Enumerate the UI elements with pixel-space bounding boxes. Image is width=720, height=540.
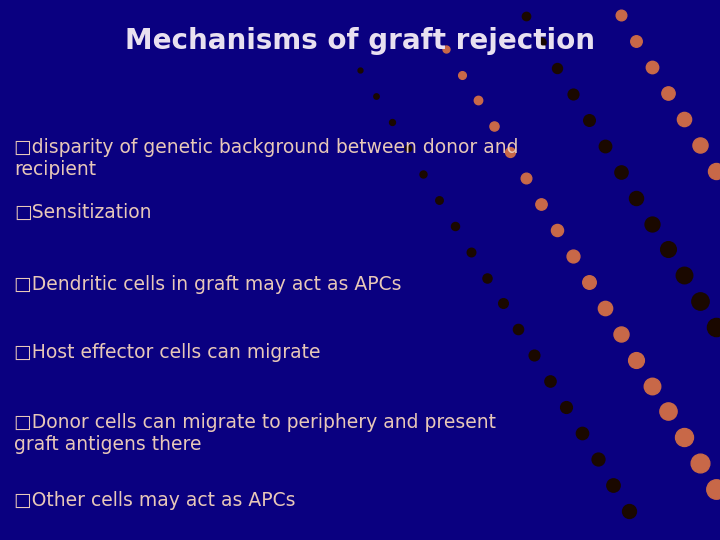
- Text: Mechanisms of graft rejection: Mechanisms of graft rejection: [125, 27, 595, 55]
- Text: □Other cells may act as APCs: □Other cells may act as APCs: [14, 491, 296, 510]
- Text: □Donor cells can migrate to periphery and present
graft antigens there: □Donor cells can migrate to periphery an…: [14, 413, 496, 454]
- Text: □Sensitization: □Sensitization: [14, 202, 152, 221]
- Text: □Host effector cells can migrate: □Host effector cells can migrate: [14, 343, 321, 362]
- Text: □disparity of genetic background between donor and
recipient: □disparity of genetic background between…: [14, 138, 519, 179]
- Text: □Dendritic cells in graft may act as APCs: □Dendritic cells in graft may act as APC…: [14, 275, 402, 294]
